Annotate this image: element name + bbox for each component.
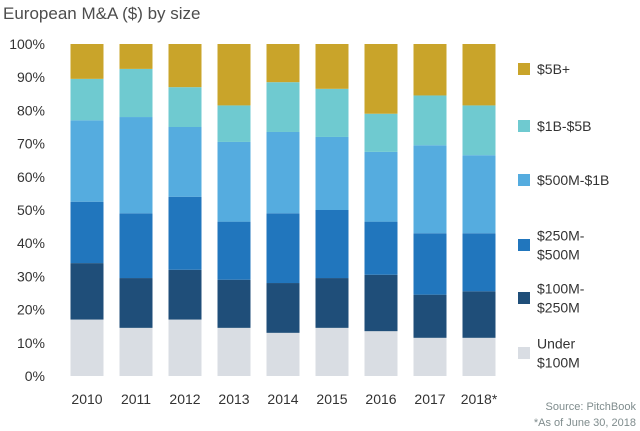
legend: $5B+ $1B-$5B $500M-$1B $250M- $500M $100M- $25… [518,61,609,371]
bar-segment [462,155,496,234]
bar-segment [315,88,349,137]
bar-segment [462,337,496,376]
bar-segment [413,95,447,146]
date-footnote: *As of June 30, 2018 [534,417,636,429]
bar-segment [70,263,104,320]
legend-label: $100M- [537,281,585,297]
bar-segment [462,105,496,156]
legend-label: $250M- [537,228,585,244]
bar-segment [266,332,300,376]
x-tick-label: 2017 [414,391,445,407]
bar-segment [168,269,202,320]
y-tick-label: 90% [17,69,45,85]
bar-segment [462,291,496,338]
bar-segment [315,44,349,89]
bar-segment [266,44,300,83]
x-tick-label: 2012 [169,391,200,407]
bar-segment [413,44,447,96]
y-tick-label: 40% [17,235,45,251]
y-tick-label: 30% [17,268,45,284]
y-tick-label: 70% [17,136,45,152]
bar-segment [315,136,349,210]
legend-label: $250M [537,300,580,316]
bar-segment [413,145,447,234]
bar-segment [168,196,202,270]
y-tick-label: 100% [9,36,45,52]
bar-segment [217,141,251,222]
legend-label: $500M-$1B [537,172,609,188]
bar-segment [364,221,398,275]
x-tick-label: 2013 [218,391,249,407]
bar-segment [217,279,251,328]
bars [70,44,496,376]
x-tick-label: 2018* [461,391,498,407]
bar-segment [315,210,349,279]
legend-swatch [518,120,530,132]
legend-swatch [518,347,530,359]
bar-segment [70,120,104,202]
bar-segment [413,337,447,376]
x-tick-label: 2011 [121,391,151,407]
bar-segment [119,327,153,376]
bar-segment [217,221,251,280]
bar-segment [70,319,104,376]
bar-segment [119,68,153,118]
legend-label: $1B-$5B [537,118,591,134]
source-note: Source: PitchBook [546,401,637,413]
bar-segment [168,87,202,127]
bar-segment [315,327,349,376]
x-axis: 2010 2011 2012 2013 2014 2015 2016 2017 2018* [71,391,497,407]
bar-segment [168,319,202,376]
bar-segment [364,113,398,152]
bar-segment [462,233,496,292]
legend-swatch [518,63,530,75]
x-tick-label: 2010 [71,391,102,407]
legend-label: Under [537,336,575,352]
bar-segment [364,274,398,332]
bar-segment [266,213,300,284]
bar-segment [315,278,349,328]
legend-label: $500M [537,247,580,263]
x-tick-label: 2016 [365,391,396,407]
bar-segment [217,105,251,142]
bar-segment [266,82,300,132]
bar-segment [413,233,447,295]
bar-segment [70,201,104,264]
bar-segment [70,78,104,121]
x-tick-label: 2015 [316,391,347,407]
y-tick-label: 0% [25,368,45,384]
legend-swatch [518,174,530,186]
y-tick-label: 10% [17,335,45,351]
bar-segment [119,278,153,328]
bar-segment [364,151,398,222]
y-tick-label: 50% [17,202,45,218]
bar-segment [217,44,251,106]
legend-swatch [518,292,530,304]
bar-segment [119,44,153,69]
legend-label: $5B+ [537,61,570,77]
y-tick-label: 20% [17,302,45,318]
bar-segment [70,44,104,79]
legend-label: $100M [537,355,580,371]
bar-segment [119,117,153,214]
x-tick-label: 2014 [267,391,298,407]
y-axis: 0% 10% 20% 30% 40% 50% 60% 70% 80% 90% 100% [9,36,45,384]
bar-segment [462,44,496,106]
legend-swatch [518,239,530,251]
bar-segment [168,127,202,197]
y-tick-label: 80% [17,102,45,118]
bar-segment [266,283,300,333]
bar-segment [364,331,398,376]
bar-segment [217,327,251,376]
bar-segment [364,44,398,114]
bar-segment [119,213,153,279]
bar-segment [413,294,447,338]
chart-title: European M&A ($) by size [3,4,200,23]
bar-segment [266,131,300,214]
bar-segment [168,44,202,88]
y-tick-label: 60% [17,169,45,185]
